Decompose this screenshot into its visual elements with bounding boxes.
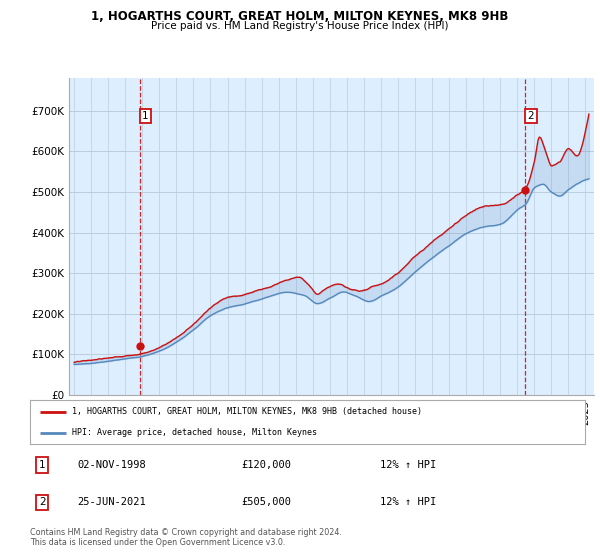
Text: 2: 2 — [39, 497, 46, 507]
Text: £505,000: £505,000 — [241, 497, 291, 507]
Text: 12% ↑ HPI: 12% ↑ HPI — [380, 497, 436, 507]
Text: 02-NOV-1998: 02-NOV-1998 — [77, 460, 146, 470]
Text: 1, HOGARTHS COURT, GREAT HOLM, MILTON KEYNES, MK8 9HB (detached house): 1, HOGARTHS COURT, GREAT HOLM, MILTON KE… — [71, 407, 422, 416]
Text: 12% ↑ HPI: 12% ↑ HPI — [380, 460, 436, 470]
Text: Price paid vs. HM Land Registry's House Price Index (HPI): Price paid vs. HM Land Registry's House … — [151, 21, 449, 31]
Text: 25-JUN-2021: 25-JUN-2021 — [77, 497, 146, 507]
Text: Contains HM Land Registry data © Crown copyright and database right 2024.
This d: Contains HM Land Registry data © Crown c… — [30, 528, 342, 547]
Text: 1, HOGARTHS COURT, GREAT HOLM, MILTON KEYNES, MK8 9HB: 1, HOGARTHS COURT, GREAT HOLM, MILTON KE… — [91, 10, 509, 23]
Text: 2: 2 — [527, 111, 535, 121]
Text: 1: 1 — [142, 111, 149, 121]
Text: 1: 1 — [39, 460, 46, 470]
Text: HPI: Average price, detached house, Milton Keynes: HPI: Average price, detached house, Milt… — [71, 428, 317, 437]
Text: £120,000: £120,000 — [241, 460, 291, 470]
